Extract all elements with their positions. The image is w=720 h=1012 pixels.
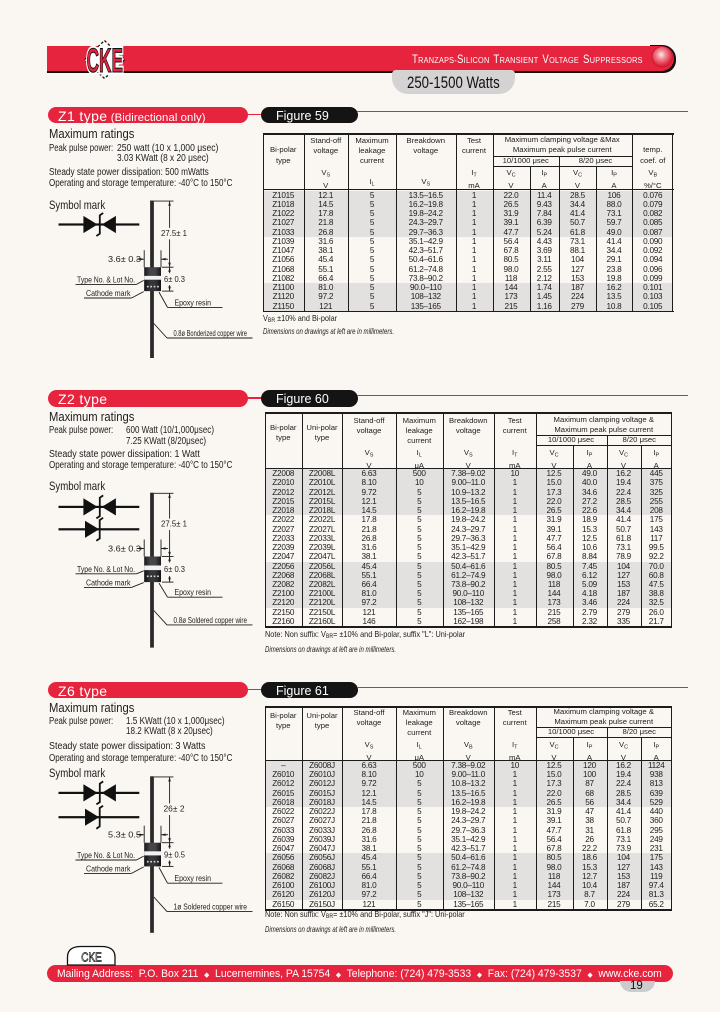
svg-text:3.6± 0.3: 3.6± 0.3 <box>108 254 141 264</box>
svg-text:Type No. & Lot No.: Type No. & Lot No. <box>77 274 135 284</box>
svg-text:Type No. & Lot No.: Type No. & Lot No. <box>77 564 135 574</box>
svg-text:27.5± 1: 27.5± 1 <box>161 228 187 238</box>
svg-text:6± 0.3: 6± 0.3 <box>164 274 185 284</box>
svg-text:Cathode mark: Cathode mark <box>86 577 131 587</box>
svg-text:5.3± 0.5: 5.3± 0.5 <box>108 830 141 840</box>
svg-text:Epoxy resin: Epoxy resin <box>175 873 212 883</box>
svg-text:0.8ø Bonderized copper wire: 0.8ø Bonderized copper wire <box>174 328 248 338</box>
svg-text:Cathode mark: Cathode mark <box>86 863 131 873</box>
svg-text:6± 0.3: 6± 0.3 <box>164 564 185 574</box>
svg-text:CKE: CKE <box>81 952 102 965</box>
svg-text:9± 0.5: 9± 0.5 <box>164 849 185 859</box>
svg-text:CKE: CKE <box>87 40 123 79</box>
svg-text:3.6± 0.3: 3.6± 0.3 <box>108 543 141 553</box>
svg-text:Epoxy resin: Epoxy resin <box>175 297 212 307</box>
svg-text:Epoxy resin: Epoxy resin <box>175 587 212 597</box>
svg-text:0.8ø Soldered copper wire: 0.8ø Soldered copper wire <box>174 615 248 625</box>
svg-text:CKE: CKE <box>87 40 123 79</box>
svg-text:27.5± 1: 27.5± 1 <box>161 519 187 529</box>
svg-text:Type No. & Lot No.: Type No. & Lot No. <box>77 850 135 860</box>
svg-text:Cathode mark: Cathode mark <box>86 288 131 298</box>
svg-text:1ø Soldered copper wire: 1ø Soldered copper wire <box>174 902 248 912</box>
svg-text:26± 2: 26± 2 <box>164 804 185 814</box>
